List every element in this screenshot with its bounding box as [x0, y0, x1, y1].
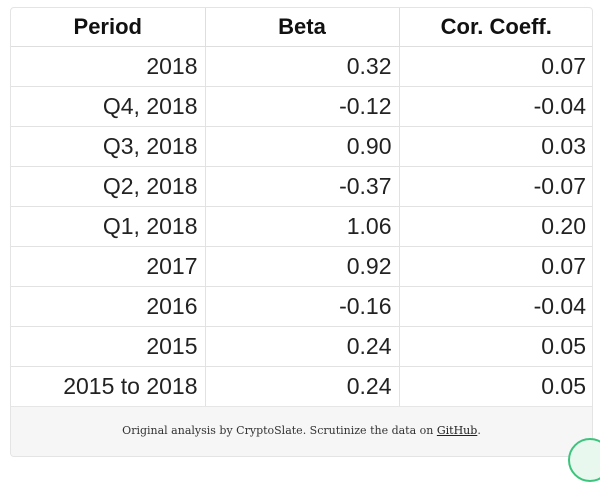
cell-cor-coeff: 0.05	[399, 366, 592, 407]
cell-beta: 0.32	[205, 46, 400, 87]
chat-widget-icon[interactable]	[568, 438, 600, 482]
cell-period: 2017	[11, 246, 206, 287]
cell-period: 2016	[11, 286, 206, 327]
cell-beta: -0.12	[205, 86, 400, 127]
table-header-row: Period Beta Cor. Coeff.	[11, 8, 592, 47]
table-row: Q2, 2018 -0.37 -0.07	[11, 166, 592, 207]
table-row: 2015 0.24 0.05	[11, 326, 592, 367]
cell-beta: 1.06	[205, 206, 400, 247]
cell-period: 2018	[11, 46, 206, 87]
data-table-card: Period Beta Cor. Coeff. 2018 0.32 0.07 Q…	[10, 7, 593, 457]
cell-cor-coeff: -0.07	[399, 166, 592, 207]
table-row: 2017 0.92 0.07	[11, 246, 592, 287]
cell-cor-coeff: -0.04	[399, 286, 592, 327]
cell-period: 2015 to 2018	[11, 366, 206, 407]
cell-cor-coeff: 0.03	[399, 126, 592, 167]
cell-period: Q1, 2018	[11, 206, 206, 247]
cell-cor-coeff: -0.04	[399, 86, 592, 127]
cell-period: Q4, 2018	[11, 86, 206, 127]
cell-cor-coeff: 0.07	[399, 246, 592, 287]
table-row: 2016 -0.16 -0.04	[11, 286, 592, 327]
cell-beta: 0.90	[205, 126, 400, 167]
table-footer: Original analysis by CryptoSlate. Scruti…	[11, 406, 592, 456]
table-row: 2018 0.32 0.07	[11, 46, 592, 87]
cell-beta: 0.24	[205, 366, 400, 407]
cell-beta: 0.92	[205, 246, 400, 287]
cell-beta: -0.16	[205, 286, 400, 327]
table-row: Q4, 2018 -0.12 -0.04	[11, 86, 592, 127]
cell-cor-coeff: 0.05	[399, 326, 592, 367]
beta-correlation-table: Period Beta Cor. Coeff. 2018 0.32 0.07 Q…	[11, 8, 592, 407]
table-row: Q3, 2018 0.90 0.03	[11, 126, 592, 167]
cell-beta: -0.37	[205, 166, 400, 207]
footer-suffix: .	[477, 424, 481, 437]
header-beta: Beta	[205, 8, 400, 47]
cell-period: Q3, 2018	[11, 126, 206, 167]
cell-period: 2015	[11, 326, 206, 367]
cell-cor-coeff: 0.07	[399, 46, 592, 87]
cell-beta: 0.24	[205, 326, 400, 367]
footer-text: Original analysis by CryptoSlate. Scruti…	[122, 424, 437, 437]
cell-period: Q2, 2018	[11, 166, 206, 207]
cell-cor-coeff: 0.20	[399, 206, 592, 247]
header-period: Period	[11, 8, 206, 47]
table-row: Q1, 2018 1.06 0.20	[11, 206, 592, 247]
header-cor-coeff: Cor. Coeff.	[399, 8, 592, 47]
table-row: 2015 to 2018 0.24 0.05	[11, 366, 592, 407]
github-link[interactable]: GitHub	[436, 424, 478, 437]
